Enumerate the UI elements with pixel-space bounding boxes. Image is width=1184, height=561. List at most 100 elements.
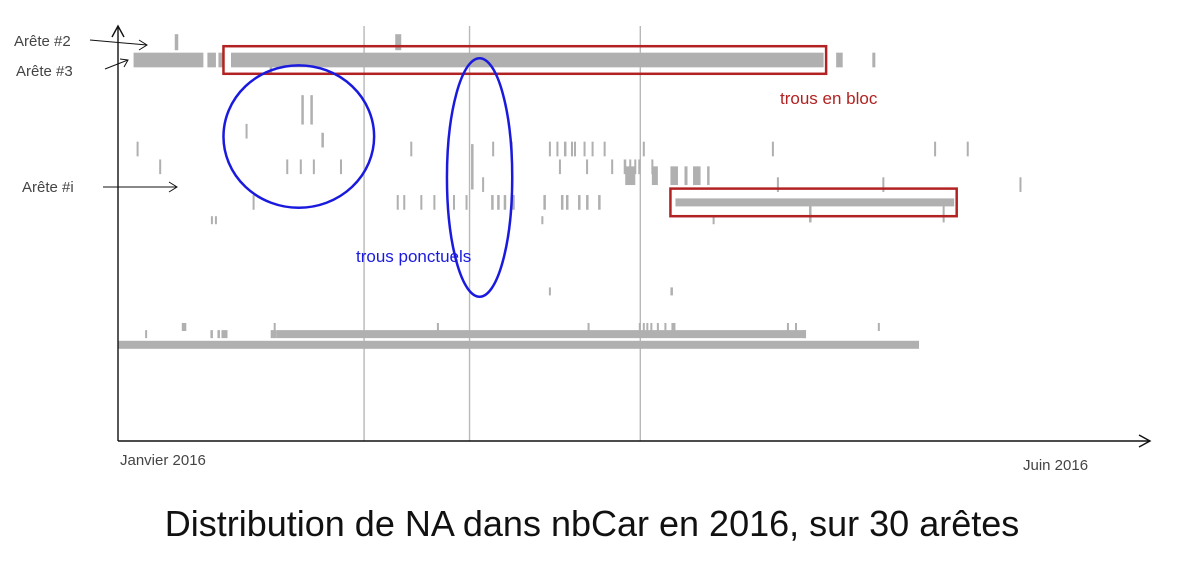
- na-segment: [181, 322, 187, 332]
- na-segment: [882, 177, 885, 192]
- na-segment: [433, 195, 436, 210]
- na-segment: [638, 322, 641, 332]
- na-segment: [395, 34, 402, 51]
- na-segment: [586, 195, 589, 210]
- arete-2-arrow: [89, 39, 148, 46]
- na-segment: [159, 159, 162, 175]
- annotations: [222, 44, 958, 298]
- na-segment: [218, 52, 224, 68]
- arete-3-arrow: [104, 59, 129, 70]
- row-label-arete-3: Arête #3: [16, 63, 73, 80]
- na-segment: [210, 216, 213, 225]
- na-segment: [543, 195, 546, 210]
- na-segment: [471, 144, 474, 190]
- na-segment: [623, 159, 627, 175]
- na-segment: [558, 159, 561, 175]
- point-gap-ellipse-1: [445, 56, 514, 298]
- na-segment: [809, 203, 812, 223]
- na-segment: [794, 322, 797, 332]
- na-segment: [273, 322, 276, 332]
- na-segment: [210, 330, 213, 339]
- na-segment: [671, 322, 676, 332]
- na-segment: [670, 166, 678, 186]
- point-gaps-label: trous ponctuels: [356, 247, 471, 266]
- arete-2-arrowhead: [138, 39, 148, 51]
- na-segment: [598, 195, 601, 210]
- na-segment: [786, 322, 789, 332]
- arete-3-arrowhead: [119, 58, 129, 68]
- na-segment: [642, 141, 645, 157]
- na-segment: [299, 159, 302, 175]
- block-gap-box-1: [669, 187, 958, 218]
- na-segment: [583, 141, 586, 157]
- na-segment: [410, 141, 413, 157]
- arete-i-arrowhead: [168, 181, 178, 193]
- row-label-arete-i: Arête #i: [22, 179, 74, 196]
- na-segment: [482, 177, 485, 192]
- na-segment: [221, 330, 228, 339]
- na-segment: [587, 322, 590, 332]
- na-segment: [675, 198, 955, 207]
- na-segment: [133, 52, 204, 68]
- na-segment: [684, 166, 688, 186]
- reference-lines: [363, 26, 641, 441]
- x-start-label: Janvier 2016: [120, 452, 206, 469]
- na-segment: [565, 195, 569, 210]
- na-segment: [771, 141, 774, 157]
- na-segment: [252, 195, 255, 210]
- na-segment: [512, 195, 515, 210]
- na-segment: [403, 195, 406, 210]
- na-segment: [603, 141, 606, 157]
- na-segment: [664, 322, 667, 332]
- na-segment: [497, 195, 500, 210]
- na-segment: [570, 141, 574, 157]
- na-segment: [420, 195, 423, 210]
- na-segment: [276, 330, 807, 339]
- na-segment: [638, 159, 641, 175]
- na-segment: [503, 195, 507, 210]
- na-segment: [578, 195, 581, 210]
- na-segment: [776, 177, 779, 192]
- na-segment: [217, 330, 220, 339]
- na-segment: [230, 52, 824, 68]
- na-segment: [556, 141, 559, 157]
- na-segment: [1019, 177, 1022, 192]
- na-segment: [245, 123, 248, 139]
- na-segment: [934, 141, 937, 157]
- na-segment: [491, 195, 494, 210]
- x-axis-arrowhead: [1138, 434, 1152, 448]
- na-segment: [611, 159, 614, 175]
- na-segment: [286, 159, 289, 175]
- na-segment: [966, 141, 969, 157]
- na-segments: [118, 34, 1022, 349]
- axes: [111, 24, 1152, 448]
- na-segment: [436, 322, 439, 332]
- row-label-arete-2: Arête #2: [14, 33, 71, 50]
- na-segment: [310, 95, 313, 125]
- na-segment: [563, 141, 567, 157]
- na-segment: [872, 52, 876, 68]
- na-segment: [118, 340, 920, 349]
- na-segment: [548, 287, 551, 296]
- na-segment: [465, 195, 468, 210]
- na-segment: [877, 322, 880, 332]
- na-segment: [396, 195, 399, 210]
- na-segment: [560, 195, 564, 210]
- na-segment: [650, 322, 653, 332]
- na-segment: [214, 216, 217, 225]
- na-segment: [339, 159, 342, 175]
- na-segment: [712, 216, 715, 225]
- block-gaps-label: trous en bloc: [780, 89, 878, 108]
- na-segment: [548, 141, 551, 157]
- na-segment: [452, 195, 455, 210]
- na-segment: [802, 330, 807, 339]
- na-segment: [707, 166, 710, 186]
- x-end-label: Juin 2016: [1023, 457, 1088, 474]
- na-segment: [207, 52, 216, 68]
- block-gap-box-0: [222, 44, 828, 76]
- na-segment: [270, 330, 277, 339]
- na-segment: [836, 52, 843, 68]
- na-segment: [651, 166, 658, 186]
- na-segment: [642, 322, 645, 332]
